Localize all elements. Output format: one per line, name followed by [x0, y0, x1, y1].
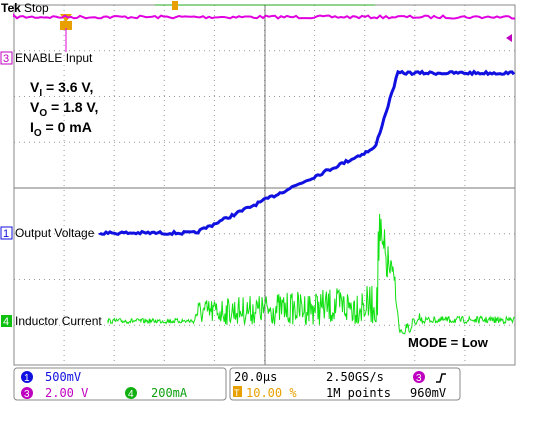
trigger-position: 10.00 %: [246, 386, 297, 400]
ch3-marker: [0, 51, 13, 65]
record-marker: [172, 1, 178, 10]
ch4-marker: [1, 315, 12, 327]
condition-sub: O: [34, 128, 42, 139]
condition-text: = 1.8 V,: [47, 99, 98, 115]
trigger-level-marker: [506, 34, 512, 42]
trigger-ch-badge: [413, 371, 425, 383]
ch1-number: 1: [3, 228, 9, 240]
ch1-badge-number: 1: [24, 373, 30, 384]
sample-rate: 2.50GS/s: [326, 370, 384, 384]
condition-symbol: V: [30, 79, 40, 95]
ch1-scale: 500mV: [45, 370, 81, 384]
condition-symbol: I: [30, 119, 34, 135]
condition-symbol: V: [30, 99, 40, 115]
enable-trace: [13, 13, 516, 20]
channel-readout-box: [13, 367, 227, 401]
timebase-readout-box: [229, 367, 461, 401]
ch4-scale: 200mA: [151, 386, 188, 400]
trigger-t: [60, 21, 72, 30]
ch4-badge: [125, 387, 137, 399]
ch4-number: 4: [3, 316, 9, 328]
ch3-scale: 2.00 V: [45, 386, 88, 400]
ch4-badge-number: 4: [128, 389, 134, 400]
timebase: 20.0µs: [234, 370, 277, 384]
trigger-level: 960mV: [410, 386, 446, 400]
record-length: 1M points: [326, 386, 391, 400]
ch1-badge: [21, 371, 33, 383]
ch1-marker: [0, 226, 13, 240]
ch3-badge-number: 3: [24, 389, 30, 400]
ch3-badge: [21, 387, 33, 399]
rising-edge-icon: [436, 373, 446, 383]
condition: VI = 3.6 V,: [30, 79, 93, 99]
output-label: Output Voltage: [15, 226, 95, 240]
condition-text: = 0 mA: [42, 119, 92, 135]
output-voltage-trace: [98, 69, 516, 237]
trigger-pos-icon-bg: [233, 386, 242, 397]
condition-sub: I: [39, 88, 42, 99]
current-label: Inductor Current: [15, 314, 102, 328]
trigger-ch-number: 3: [416, 373, 422, 384]
condition: IO = 0 mA: [30, 119, 92, 139]
condition: VO = 1.8 V,: [30, 99, 98, 119]
brand: Tek: [1, 1, 21, 15]
condition-text: = 3.6 V,: [42, 79, 93, 95]
trigger-pos-icon: T: [234, 388, 240, 398]
condition-sub: O: [39, 108, 47, 119]
status: Stop: [24, 1, 49, 15]
mode-note: MODE = Low: [408, 335, 489, 350]
enable-label: ENABLE Input: [15, 51, 93, 65]
ch3-number: 3: [3, 53, 9, 65]
inductor-current-trace: [107, 213, 515, 335]
